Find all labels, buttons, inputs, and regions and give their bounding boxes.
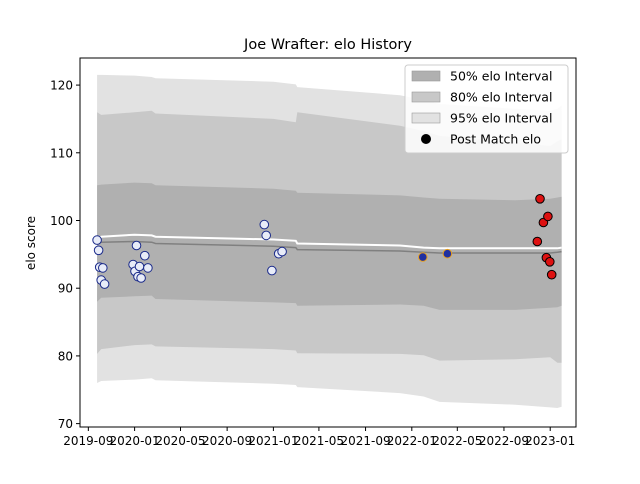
interval-bands xyxy=(97,74,562,409)
x-tick-label: 2022-01 xyxy=(387,434,437,448)
post-match-point xyxy=(532,236,543,247)
y-tick-label: 110 xyxy=(50,146,73,160)
x-tick-label: 2022-09 xyxy=(479,434,529,448)
y-tick-label: 70 xyxy=(58,417,73,431)
x-axis-ticks: 2019-092020-012020-052020-092021-012021-… xyxy=(63,427,575,448)
post-match-point xyxy=(134,261,145,272)
post-match-point xyxy=(93,245,104,256)
legend-box xyxy=(404,64,569,154)
legend-marker xyxy=(421,134,431,144)
legend-label: Post Match elo xyxy=(450,132,541,147)
post-match-point xyxy=(131,240,142,251)
series-median-line xyxy=(96,233,562,250)
post-match-point xyxy=(261,230,272,241)
legend-swatch xyxy=(411,70,441,82)
elo-lines xyxy=(96,233,562,254)
post-match-point xyxy=(143,263,153,273)
post-match-point xyxy=(543,211,553,222)
y-tick-label: 80 xyxy=(58,349,73,363)
post-match-point xyxy=(442,248,453,259)
post-match-point xyxy=(277,246,287,257)
band-50pct-elo-interval xyxy=(97,182,562,310)
post-match-point xyxy=(545,257,555,267)
legend-label: 95% elo Interval xyxy=(450,111,552,126)
post-match-point xyxy=(546,269,557,280)
y-tick-label: 120 xyxy=(50,79,73,93)
post-match-point xyxy=(259,219,270,230)
y-tick-label: 90 xyxy=(58,282,73,296)
post-match-point xyxy=(535,194,545,204)
chart-title: Joe Wrafter: elo History xyxy=(243,37,412,53)
x-tick-label: 2019-09 xyxy=(63,434,113,448)
legend: 50% elo Interval 80% elo Interval 95% elo … xyxy=(404,64,569,154)
post-match-point xyxy=(98,263,108,273)
x-tick-label: 2020-09 xyxy=(202,434,252,448)
x-tick-label: 2020-01 xyxy=(110,434,160,448)
post-match-point xyxy=(267,265,277,276)
legend-swatch xyxy=(411,91,441,103)
legend-label: 80% elo Interval xyxy=(450,90,552,105)
x-tick-label: 2021-01 xyxy=(248,434,298,448)
axes-frame xyxy=(79,57,577,428)
post-match-point xyxy=(418,252,428,262)
x-tick-label: 2021-09 xyxy=(340,434,390,448)
x-tick-label: 2023-01 xyxy=(525,434,575,448)
legend-swatch xyxy=(411,112,441,124)
post-match-point xyxy=(99,279,110,289)
series-mean-line xyxy=(96,240,562,254)
post-match-point xyxy=(136,273,146,283)
x-tick-label: 2021-05 xyxy=(294,434,344,448)
y-tick-label: 100 xyxy=(50,214,73,228)
x-tick-label: 2022-05 xyxy=(432,434,482,448)
x-tick-label: 2020-05 xyxy=(155,434,205,448)
y-axis-label: elo score xyxy=(24,216,38,270)
post-match-point xyxy=(92,235,102,245)
legend-label: 50% elo Interval xyxy=(450,69,552,84)
y-axis-ticks: 70 80 90 100 110 120 xyxy=(50,79,80,431)
post-match-point xyxy=(140,250,150,261)
post-match-points xyxy=(92,194,557,289)
